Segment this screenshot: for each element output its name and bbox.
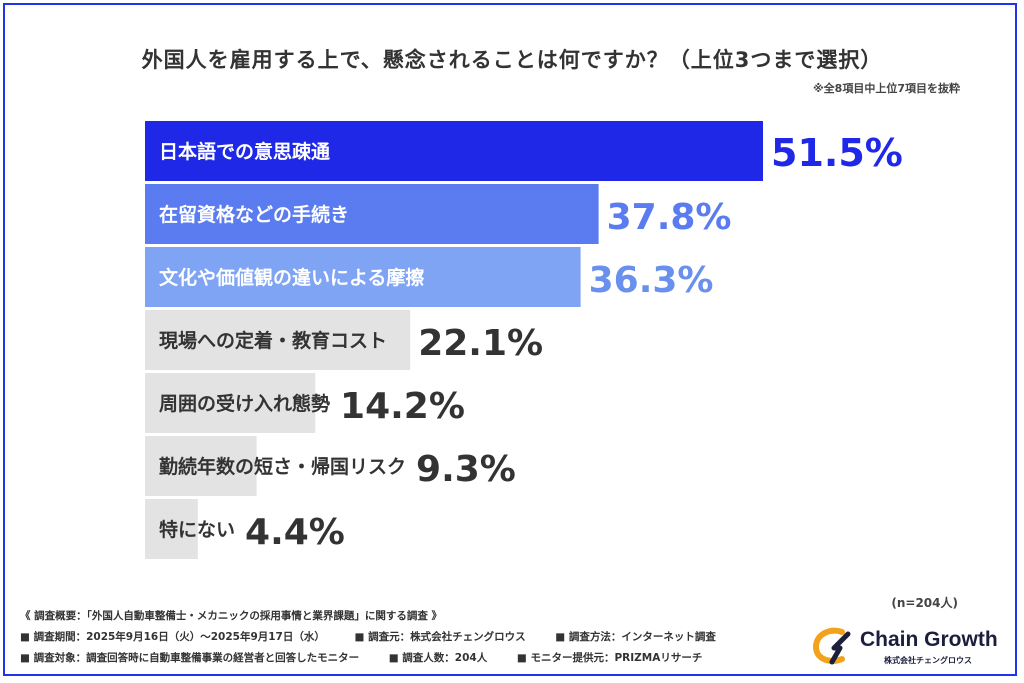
footer-line-3: ■ 調査対象：調査回答時に自動車整備事業の経営者と回答したモニター ■ 調査人数… [20, 648, 742, 669]
footer-survey-count: ■ 調査人数：204人 [388, 652, 488, 664]
bar-chart: 日本語での意思疎通 51.5% 在留資格などの手続き 37.8% 文化や価値観の違いによ… [145, 121, 903, 559]
footer-survey-method: ■ 調査方法：インターネット調査 [555, 631, 716, 643]
value-label-7: 4.4% [245, 512, 345, 553]
value-label-3: 36.3% [589, 260, 714, 301]
bar-1 [145, 121, 763, 181]
bar-label-5: 周囲の受け入れ態勢 [159, 392, 330, 415]
value-label-1: 51.5% [771, 131, 903, 175]
footer-line-1: 《 調査概要：「外国人自動車整備士・メカニックの採用事情と業界課題」に関する調査… [20, 610, 443, 622]
bar-6 [145, 436, 257, 496]
bar-2 [145, 184, 599, 244]
footer-survey-period: ■ 調査期間：2025年9月16日（火）～2025年9月17日（水） [20, 631, 325, 643]
footer-survey-source: ■ 調査元：株式会社チェングロウス [354, 631, 526, 643]
logo-name: Chain Growth [860, 628, 998, 651]
chart-title: 外国人を雇用する上で、懸念されることは何ですか？（上位3つまで選択） [141, 48, 883, 72]
company-logo: Chain Growth 株式会社チェングロウス [812, 626, 1012, 670]
value-label-5: 14.2% [340, 386, 465, 427]
bar-label-4: 現場への定着・教育コスト [159, 329, 387, 352]
footer-line-2: ■ 調査期間：2025年9月16日（火）～2025年9月17日（水） ■ 調査元… [20, 627, 742, 648]
sample-size-note: (n=204人) [891, 596, 958, 610]
bar-7 [145, 499, 198, 559]
bar-label-3: 文化や価値観の違いによる摩擦 [159, 266, 424, 289]
value-label-6: 9.3% [416, 449, 516, 490]
logo-mark-icon [812, 627, 851, 665]
bar-5 [145, 373, 316, 433]
bar-label-6: 勤続年数の短さ・帰国リスク [159, 455, 406, 478]
footer-survey-target: ■ 調査対象：調査回答時に自動車整備事業の経営者と回答したモニター [20, 652, 360, 664]
value-label-4: 22.1% [418, 323, 543, 364]
value-label-2: 37.8% [607, 197, 732, 238]
footer-monitor-provider: ■ モニター提供元：PRIZMAリサーチ [516, 652, 703, 664]
chart-subnote: ※全8項目中上位7項目を抜粋 [812, 82, 960, 95]
bar-3 [145, 247, 581, 307]
logo-subtitle: 株式会社チェングロウス [884, 656, 972, 665]
bar-label-2: 在留資格などの手続き [159, 203, 349, 226]
survey-footer: 《 調査概要：「外国人自動車整備士・メカニックの採用事情と業界課題」に関する調査… [20, 606, 742, 669]
bar-label-1: 日本語での意思疎通 [159, 140, 331, 163]
bar-4 [145, 310, 411, 370]
chart-frame [3, 3, 1017, 676]
bar-label-7: 特にない [159, 519, 235, 541]
